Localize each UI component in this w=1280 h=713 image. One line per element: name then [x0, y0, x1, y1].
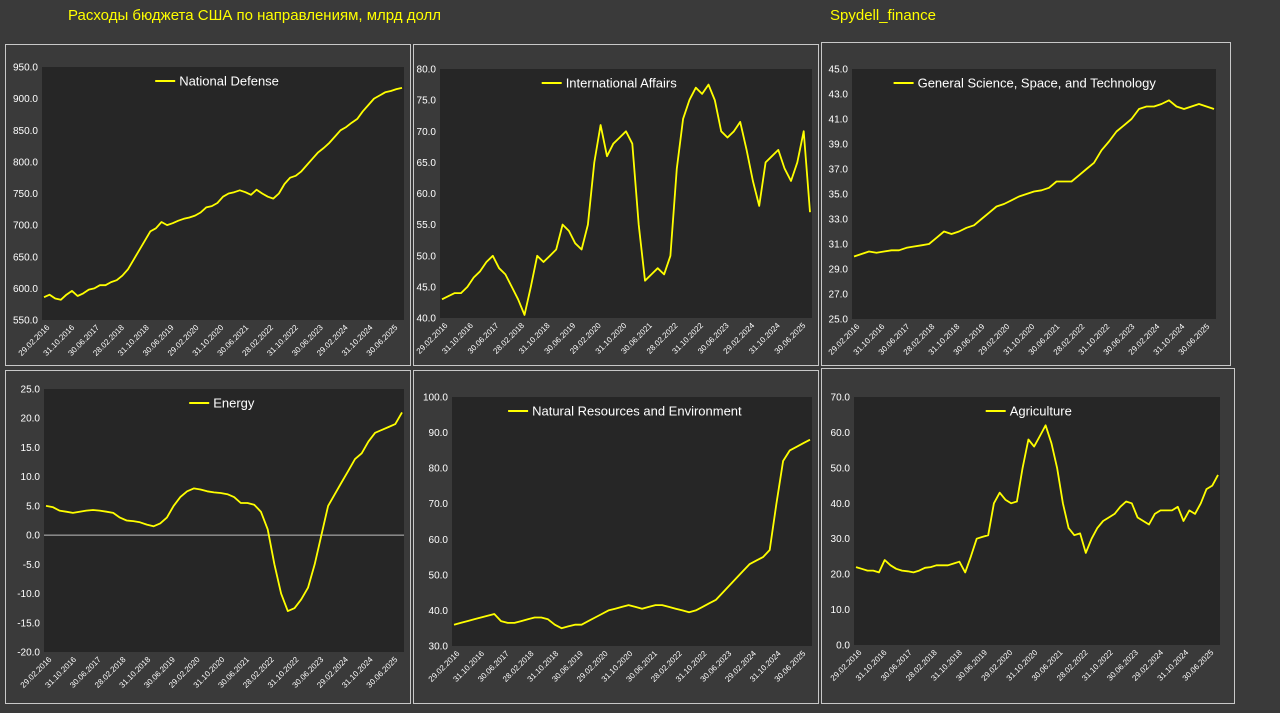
chart-panel-natural-resources: 30.0 40.0 50.0 60.0 70.0 80.0 90.0 100.0 29.02.2… [413, 370, 819, 704]
chart-energy: -20.0 -15.0 -10.0 -5.0 0.0 5.0 10.0 15.0 20.0 25.… [17, 385, 404, 690]
y-tick-label: 65.0 [417, 158, 437, 169]
legend-label: Energy [213, 396, 255, 411]
series-line [441, 83, 811, 316]
y-tick-label: 70.0 [417, 127, 437, 138]
plot-area [42, 67, 404, 320]
y-tick-label: 50.0 [429, 570, 449, 581]
y-tick-label: 50.0 [831, 463, 851, 474]
plot-area [440, 69, 812, 318]
plot-area [852, 69, 1216, 319]
chart-international-affairs: 40.045.050.055.060.065.070.075.080.029.0… [415, 65, 812, 356]
legend-label: General Science, Space, and Technology [918, 76, 1157, 91]
chart-panel-national-defense: 550.0 600.0 650.0 700.0 750.0 800.0 850.0 900.0… [5, 44, 411, 366]
y-tick-label: 40.0 [429, 606, 449, 617]
y-tick-label: 35.0 [829, 190, 849, 201]
y-tick-label: 30.0 [429, 642, 449, 653]
y-tick-label: 550.0 [13, 316, 38, 327]
y-tick-label: 27.0 [829, 290, 849, 301]
series-line [453, 438, 811, 630]
legend-label: National Defense [179, 74, 279, 89]
y-tick-label: -15.0 [17, 618, 40, 629]
y-tick-label: 75.0 [417, 96, 437, 107]
series-line [853, 99, 1215, 258]
y-tick-label: 70.0 [429, 499, 449, 510]
y-tick-label: 41.0 [829, 115, 849, 126]
y-tick-label: 20.0 [21, 414, 41, 425]
chart-panel-energy: -20.0 -15.0 -10.0 -5.0 0.0 5.0 10.0 15.0 20.0 25.… [5, 370, 411, 704]
series-line [45, 411, 403, 613]
y-tick-label: 30.0 [831, 534, 851, 545]
y-tick-label: 10.0 [21, 472, 41, 483]
y-tick-label: 90.0 [429, 428, 449, 439]
y-tick-label: 80.0 [417, 65, 437, 76]
y-tick-label: 0.0 [26, 531, 40, 542]
y-tick-label: -20.0 [17, 648, 40, 659]
y-tick-label: 15.0 [21, 443, 41, 454]
y-tick-label: 0.0 [836, 641, 850, 652]
y-tick-label: 29.0 [829, 265, 849, 276]
legend-label: Agriculture [1010, 404, 1072, 419]
chart-national-defense: 550.0 600.0 650.0 700.0 750.0 800.0 850.0 900.0… [13, 63, 404, 358]
y-tick-label: -5.0 [23, 560, 41, 571]
y-tick-label: 55.0 [417, 220, 437, 231]
y-tick-label: 20.0 [831, 570, 851, 581]
y-tick-label: 700.0 [13, 221, 38, 232]
chart-panel-international-affairs: 40.0 45.0 50.0 55.0 60.0 65.0 70.0 75.0 80.0 29.0… [413, 44, 819, 366]
y-tick-label: 100.0 [423, 393, 448, 404]
page-title: Расходы бюджета США по направлениям, млр… [68, 7, 441, 24]
source-label: Spydell_finance [830, 7, 936, 24]
y-tick-label: -10.0 [17, 589, 40, 600]
y-tick-label: 800.0 [13, 157, 38, 168]
y-tick-label: 40.0 [417, 314, 437, 325]
y-tick-label: 5.0 [26, 501, 40, 512]
y-tick-label: 10.0 [831, 605, 851, 616]
y-tick-label: 650.0 [13, 252, 38, 263]
y-tick-label: 60.0 [429, 535, 449, 546]
series-line [855, 424, 1219, 574]
legend-label: International Affairs [566, 76, 678, 91]
chart-panel-general-science: 25.0 27.0 29.0 31.0 33.0 35.0 37.0 39.0 41.0 43.0… [821, 42, 1231, 366]
y-tick-label: 750.0 [13, 189, 38, 200]
chart-panel-agriculture: 0.0 10.0 20.0 30.0 40.0 50.0 60.0 70.0 29.02.201… [821, 368, 1235, 704]
y-tick-label: 600.0 [13, 284, 38, 295]
plot-area [44, 389, 404, 652]
y-tick-label: 900.0 [13, 94, 38, 105]
y-tick-label: 60.0 [831, 428, 851, 439]
y-tick-label: 43.0 [829, 90, 849, 101]
chart-agriculture: 0.010.020.030.040.050.060.070.029.02.201… [829, 393, 1220, 683]
chart-general-science: 25.0 27.0 29.0 31.0 33.0 35.0 37.0 39.0 41.0 43.0… [827, 65, 1216, 357]
y-tick-label: 45.0 [417, 282, 437, 293]
legend-label: Natural Resources and Environment [532, 404, 742, 419]
y-tick-label: 50.0 [417, 251, 437, 262]
y-tick-label: 39.0 [829, 140, 849, 151]
y-tick-label: 80.0 [429, 464, 449, 475]
y-tick-label: 70.0 [831, 393, 851, 404]
plot-area [452, 397, 812, 646]
y-tick-label: 25.0 [829, 315, 849, 326]
y-tick-label: 37.0 [829, 165, 849, 176]
y-tick-label: 40.0 [831, 499, 851, 510]
y-tick-label: 950.0 [13, 63, 38, 74]
y-tick-label: 25.0 [21, 385, 41, 396]
y-tick-label: 33.0 [829, 215, 849, 226]
series-line [43, 87, 403, 301]
y-tick-label: 31.0 [829, 240, 849, 251]
y-tick-label: 60.0 [417, 189, 437, 200]
chart-natural-resources: 30.040.050.060.070.080.090.0100.029.02.2… [423, 393, 812, 684]
y-tick-label: 45.0 [829, 65, 849, 76]
plot-area [854, 397, 1220, 645]
y-tick-label: 850.0 [13, 126, 38, 137]
